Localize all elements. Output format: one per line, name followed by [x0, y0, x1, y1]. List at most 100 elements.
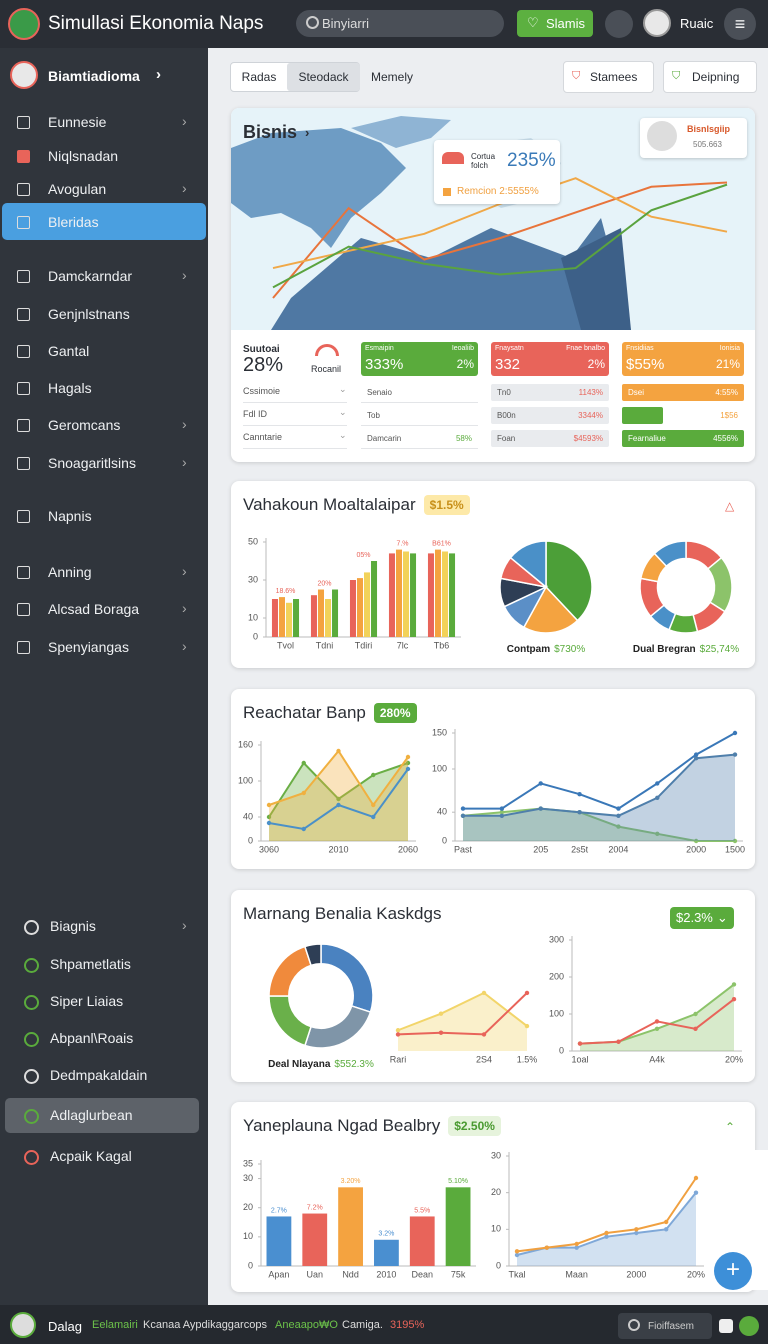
tile-row-label: Fearnaliue	[628, 434, 666, 443]
tile-value: 333%	[365, 356, 404, 373]
menu-item[interactable]: Gantal	[48, 343, 90, 359]
menu-item[interactable]: Dedmpakaldain	[50, 1067, 148, 1083]
y-tick-label: 30	[491, 1150, 501, 1160]
collapse-icon[interactable]: △	[725, 499, 735, 513]
area-chart: Rari 2S4 1.5%	[390, 990, 537, 1064]
tile-subtitle: Ionisia	[719, 345, 740, 352]
point	[731, 982, 737, 987]
point	[574, 1241, 579, 1247]
x-tick-label: 7lc	[397, 640, 409, 650]
menu-icon	[17, 382, 30, 395]
status-icon[interactable]	[739, 1316, 759, 1336]
action-label[interactable]: Stamees	[590, 70, 638, 84]
card-title-row: Vahakoun Moaltalaipar $1.5%	[243, 495, 470, 515]
caption-label: Deal Nlayana	[268, 1059, 331, 1070]
collapse-icon[interactable]: ⌃	[725, 1120, 736, 1134]
point	[732, 730, 738, 736]
menu-icon	[17, 419, 30, 432]
point	[524, 990, 530, 996]
y-tick-label: 160	[238, 739, 253, 749]
bar	[427, 553, 434, 637]
action-button[interactable]	[663, 61, 757, 93]
bar	[286, 602, 293, 637]
bar	[349, 580, 356, 637]
menu-item[interactable]: Shpametlatis	[50, 956, 131, 972]
x-tick-label: Tdiri	[355, 640, 373, 650]
menu-item[interactable]: Snoagaritlsins	[48, 455, 136, 471]
area-chart: 0 40 100 150 Past 205 2s5t 2004 2000 1500	[432, 727, 745, 854]
slice	[303, 1005, 372, 1049]
menu-item[interactable]: Niqlsnadan	[48, 148, 119, 164]
card-title: Marnang Benalia Kaskdgs	[243, 904, 442, 923]
row-divider	[361, 448, 478, 449]
primary-button[interactable]	[517, 10, 593, 37]
avatar[interactable]	[643, 9, 671, 37]
action-icon: ⛉	[572, 70, 581, 82]
menu-item[interactable]: Alcsad Boraga	[48, 601, 140, 617]
menu-item[interactable]: Spenyiangas	[48, 639, 129, 655]
menu-item[interactable]: Adlaglurbean	[50, 1107, 133, 1123]
row-bg	[491, 384, 609, 401]
chart-caption: Deal Nlayana $552.3%	[268, 1059, 374, 1070]
menu-item[interactable]: Acpaik Kagal	[50, 1148, 132, 1164]
point	[499, 813, 505, 818]
menu-item[interactable]: Genjnlstnans	[48, 306, 130, 322]
line	[397, 992, 528, 1036]
tab[interactable]: Radas	[241, 70, 277, 84]
bar-chart: 0 10 30 50 Tvol 18.6% Tdni 20% Tdiri 05% 7lc 7.% Tb6…	[248, 536, 461, 650]
tile-row-label: Tob	[367, 411, 380, 420]
action-button[interactable]	[563, 61, 654, 93]
tile-header	[622, 342, 744, 376]
point	[693, 1175, 699, 1181]
profile-card-value: 505.663	[693, 140, 722, 149]
bar	[271, 599, 278, 637]
profile-photo	[647, 121, 677, 151]
x-tick-label: Uan	[306, 1269, 323, 1279]
tab[interactable]: Memely	[370, 70, 413, 84]
menu-item[interactable]: Abpanl\Roais	[50, 1030, 134, 1046]
menu-item[interactable]: Damckarndar	[48, 268, 133, 284]
area	[463, 754, 735, 841]
menu-item[interactable]: Napnis	[48, 508, 92, 524]
point	[732, 752, 738, 757]
bar	[302, 1213, 328, 1266]
tab[interactable]: Steodack	[287, 63, 360, 91]
card-title: Bisnis	[243, 122, 298, 142]
donut-chart: Dual Bregran $25,74%	[633, 540, 739, 655]
search-box[interactable]	[296, 10, 504, 37]
logo[interactable]	[8, 8, 40, 40]
tile-change: 2%	[456, 357, 474, 371]
x-tick-label: Rari	[390, 1054, 407, 1064]
action-label[interactable]: Deipning	[692, 70, 740, 84]
menu-icon	[17, 510, 30, 523]
bar	[364, 572, 371, 637]
add-button[interactable]: +	[714, 1252, 752, 1290]
menu-item[interactable]: Bleridas	[48, 214, 99, 230]
menu-button[interactable]: ≡	[724, 8, 756, 40]
point	[616, 824, 621, 829]
profile-avatar[interactable]	[10, 61, 38, 89]
chevron: ›	[182, 563, 187, 579]
x-tick-label: 20%	[725, 1054, 743, 1064]
status-avatar[interactable]	[10, 1312, 36, 1338]
x-tick-label: Tvol	[277, 640, 294, 650]
profile-name[interactable]: Biamtiadioma	[48, 68, 140, 84]
status-icon[interactable]	[719, 1319, 733, 1333]
menu-item[interactable]: Eunnesie	[48, 114, 107, 130]
menu-item[interactable]: Biagnis	[50, 918, 96, 934]
donut-chart: Deal Nlayana $552.3%	[268, 943, 374, 1070]
menu-item[interactable]: Hagals	[48, 380, 92, 396]
notifications[interactable]	[605, 10, 633, 38]
data-label: 2.7%	[271, 1207, 287, 1214]
menu-item[interactable]: Anning	[48, 564, 92, 580]
menu-item[interactable]: Geromcans	[48, 417, 121, 433]
menu-item[interactable]: Avogulan	[48, 181, 107, 197]
chevron: ›	[156, 66, 161, 83]
menu-item[interactable]: Siper Liaias	[50, 993, 124, 1009]
menu-icon	[17, 150, 30, 163]
bar	[266, 1216, 292, 1266]
badge[interactable]: $2.3% ⌄	[670, 907, 734, 929]
slice	[545, 540, 593, 622]
card: Reachatar Banp 280% 0 40 100 160 3060 2010 2060…	[231, 689, 755, 869]
menu-icon	[17, 183, 30, 196]
